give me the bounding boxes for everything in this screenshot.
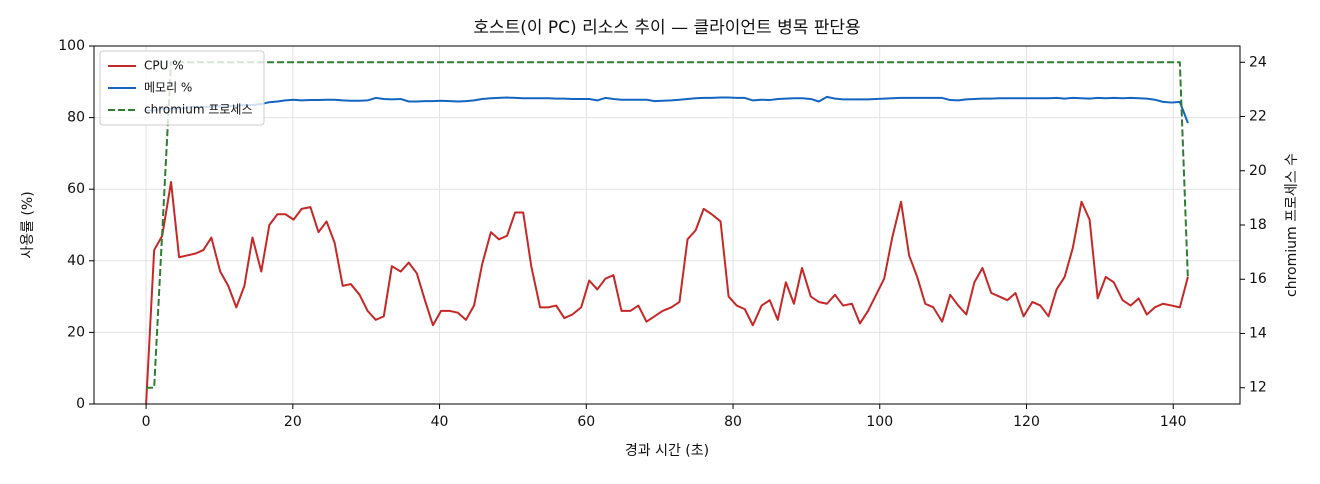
y2-tick-label: 18 [1249, 217, 1267, 233]
y2-tick-label: 24 [1249, 54, 1267, 70]
y-tick-label: 0 [76, 396, 85, 412]
y-tick-label: 100 [58, 38, 85, 54]
y-tick-label: 40 [67, 253, 85, 269]
x-tick-label: 60 [577, 414, 595, 430]
legend-label: CPU % [144, 59, 184, 73]
x-tick-label: 0 [142, 414, 151, 430]
y2-tick-label: 12 [1249, 380, 1267, 396]
y2-tick-label: 22 [1249, 109, 1267, 125]
chart-title: 호스트(이 PC) 리소스 추이 — 클라이언트 병목 판단용 [473, 18, 860, 38]
x-tick-label: 80 [724, 414, 742, 430]
series-line [146, 61, 1189, 389]
x-tick-label: 140 [1160, 414, 1187, 430]
y-axis-label: 사용률 (%) [20, 191, 36, 258]
x-tick-label: 20 [284, 414, 302, 430]
y2-tick-label: 14 [1249, 325, 1267, 341]
x-tick-label: 100 [866, 414, 893, 430]
series-line [145, 181, 1189, 405]
y2-tick-label: 20 [1249, 163, 1267, 179]
series-line [146, 95, 1189, 124]
y2-axis-label: chromium 프로세스 수 [1284, 153, 1300, 297]
y-tick-label: 80 [67, 110, 85, 126]
legend-box [99, 50, 265, 126]
x-tick-label: 40 [431, 414, 449, 430]
legend-label: 메모리 % [144, 81, 192, 95]
plot-frame [93, 45, 1241, 405]
y-tick-label: 20 [67, 324, 85, 340]
x-axis-label: 경과 시간 (초) [625, 443, 709, 459]
legend-label: chromium 프로세스 [144, 103, 253, 117]
y2-tick-label: 16 [1249, 271, 1267, 287]
x-tick-label: 120 [1013, 414, 1040, 430]
y-tick-label: 60 [67, 181, 85, 197]
